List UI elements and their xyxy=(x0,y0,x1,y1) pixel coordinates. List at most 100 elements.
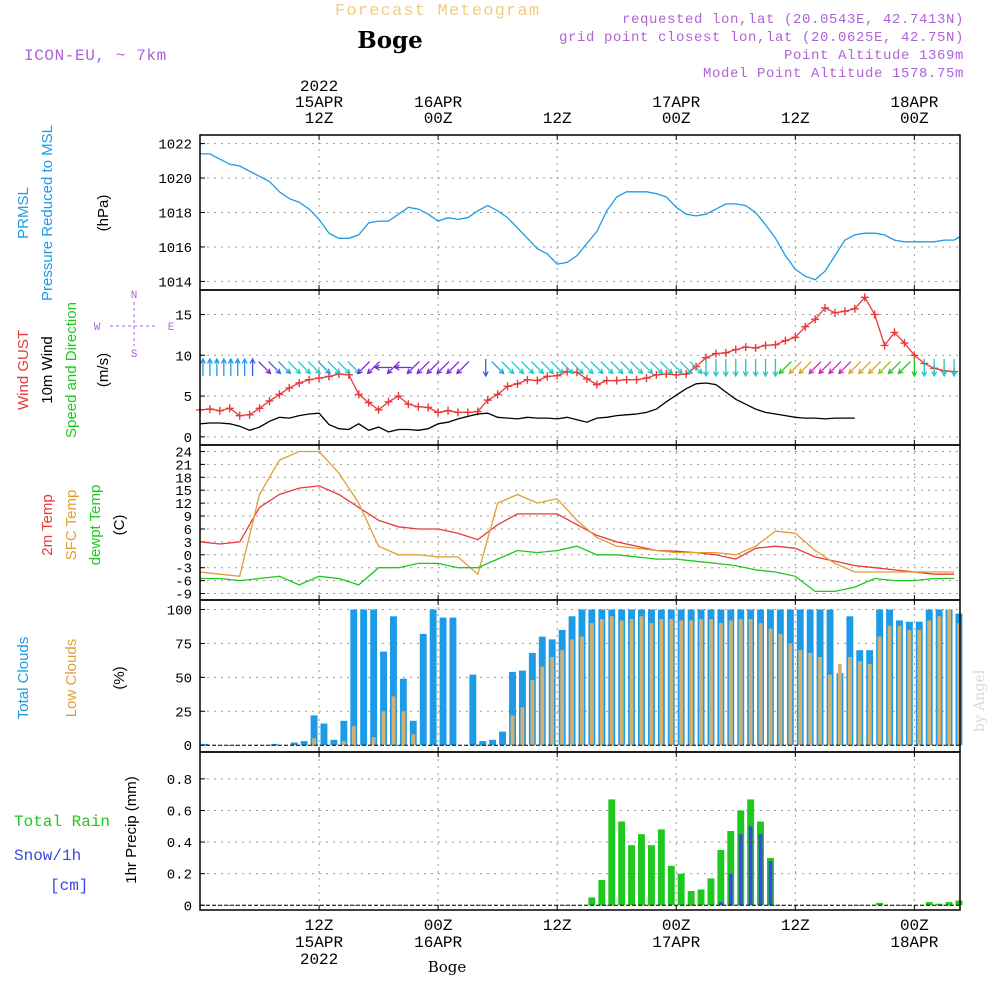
gust-marker xyxy=(870,310,879,319)
wind-arrow xyxy=(669,361,684,375)
axis-label: (m/s) xyxy=(95,353,112,387)
series-line-0 xyxy=(200,153,961,281)
bar-1 xyxy=(580,636,584,746)
wind-arrow xyxy=(406,361,420,375)
wind-arrow xyxy=(659,361,674,375)
bar-1 xyxy=(669,619,674,746)
wind-arrow xyxy=(689,361,703,375)
wind-arrow xyxy=(337,361,351,375)
gust-marker xyxy=(741,343,750,352)
bar-0 xyxy=(955,900,963,906)
time-label-bottom: 16APR xyxy=(414,934,462,952)
wind-arrow xyxy=(941,359,948,378)
wind-arrow xyxy=(501,361,515,375)
wind-arrow xyxy=(877,361,892,375)
y-tick-label: 18 xyxy=(175,471,192,487)
y-tick-label: 100 xyxy=(167,604,192,620)
wind-arrow xyxy=(227,357,234,376)
gust-marker xyxy=(672,370,681,379)
time-label-bottom: 12Z xyxy=(781,917,810,935)
point-altitude: Point Altitude 1369m xyxy=(784,48,964,64)
wind-arrow xyxy=(911,359,918,378)
wind-arrow xyxy=(838,361,852,375)
wind-arrow xyxy=(630,361,644,375)
gust-marker xyxy=(463,408,472,417)
axis-label: (C) xyxy=(111,515,128,536)
bar-1 xyxy=(609,616,614,746)
bar-0 xyxy=(330,739,338,746)
bar-1 xyxy=(768,861,773,906)
bar-1 xyxy=(590,623,594,746)
bar-1 xyxy=(748,619,753,746)
bar-0 xyxy=(727,831,735,906)
y-tick-label: 5 xyxy=(184,390,192,406)
time-label-top: 12Z xyxy=(543,110,572,128)
axis-label: Low Clouds xyxy=(63,639,80,717)
gust-marker xyxy=(384,397,393,406)
gust-marker xyxy=(751,343,760,352)
bar-0 xyxy=(429,609,437,746)
bar-0 xyxy=(945,902,953,906)
wind-arrow xyxy=(857,361,872,375)
y-tick-label: 1014 xyxy=(158,275,192,291)
wind-arrow xyxy=(416,361,430,375)
gust-marker xyxy=(414,402,423,411)
wind-arrow xyxy=(297,361,312,375)
wind-arrow xyxy=(640,361,654,375)
axis-label: (%) xyxy=(111,666,128,689)
bar-1 xyxy=(808,652,813,746)
bar-0 xyxy=(925,902,933,906)
y-tick-label: 3 xyxy=(184,536,192,552)
gust-marker xyxy=(721,348,730,357)
series-line-1 xyxy=(199,450,954,578)
wind-arrow xyxy=(818,361,832,375)
time-label-bottom: 00Z xyxy=(662,917,691,935)
bar-1 xyxy=(887,625,892,746)
gust-marker xyxy=(662,370,671,379)
bar-1 xyxy=(937,616,942,746)
wind-arrow xyxy=(778,361,792,375)
bar-1 xyxy=(788,643,793,746)
bar-0 xyxy=(707,878,715,906)
y-tick-label: 0.6 xyxy=(167,804,192,820)
panel-frame xyxy=(199,751,961,911)
y-tick-label: 21 xyxy=(175,458,192,474)
wind-arrow xyxy=(679,361,694,375)
axis-label: (hPa) xyxy=(95,195,112,232)
bar-0 xyxy=(876,902,884,906)
wind-arrow xyxy=(887,361,901,375)
gust-marker xyxy=(612,376,621,385)
bar-1 xyxy=(719,902,723,906)
compass-south: S xyxy=(131,349,138,361)
y-tick-label: 15 xyxy=(175,484,192,500)
bar-1 xyxy=(927,620,932,746)
time-label-bottom: 12Z xyxy=(305,917,334,935)
wind-arrow xyxy=(742,359,749,378)
bar-0 xyxy=(687,891,695,906)
wind-arrow xyxy=(213,357,220,376)
wind-arrow xyxy=(620,361,634,375)
gust-marker xyxy=(821,303,830,312)
gust-marker xyxy=(582,374,591,383)
y-tick-label: 0 xyxy=(184,549,192,565)
gust-marker xyxy=(553,371,562,380)
bar-0 xyxy=(360,609,368,746)
axis-label: 2m Temp xyxy=(39,494,56,555)
wind-arrow xyxy=(897,361,911,375)
y-tick-label: 24 xyxy=(175,445,192,461)
gust-marker xyxy=(781,336,790,345)
axis-label: PRMSL xyxy=(15,187,32,239)
bar-0 xyxy=(409,720,417,746)
time-label-top: 17APR xyxy=(652,94,700,112)
bar-1 xyxy=(679,620,684,746)
gust-marker xyxy=(533,376,542,385)
gust-marker xyxy=(642,374,651,383)
wind-arrow xyxy=(234,357,241,376)
wind-arrow xyxy=(550,361,565,375)
gust-marker xyxy=(404,400,413,409)
wind-arrow xyxy=(752,359,759,378)
wind-arrow xyxy=(798,361,812,375)
gust-marker xyxy=(791,333,800,342)
y-tick-label: -3 xyxy=(175,562,192,578)
bar-0 xyxy=(439,617,447,746)
